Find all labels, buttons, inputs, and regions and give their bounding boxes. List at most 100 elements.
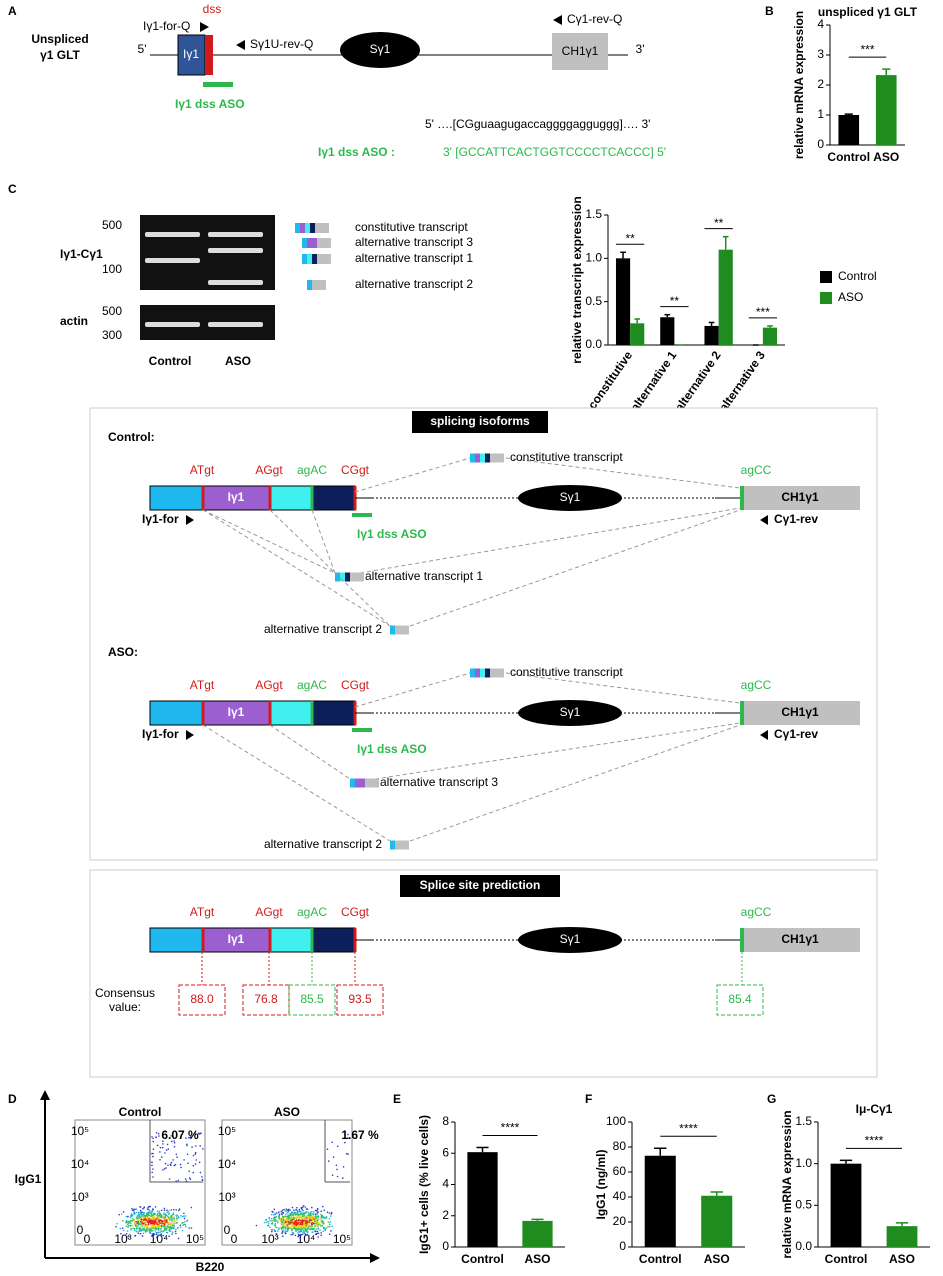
cell-dot — [299, 1231, 301, 1233]
cell-dot — [326, 1211, 329, 1213]
label: Sγ1 — [560, 705, 581, 719]
transcript-icon — [312, 280, 326, 290]
cell-dot — [305, 1219, 308, 1222]
cell-dot — [163, 1219, 166, 1222]
cell-dot — [171, 1226, 173, 1229]
cell-dot — [281, 1213, 283, 1216]
cell-dot — [156, 1231, 158, 1234]
cell-dot — [163, 1227, 166, 1230]
cell-dot — [199, 1171, 202, 1174]
transcript-icon — [475, 668, 480, 678]
cell-dot — [159, 1159, 161, 1161]
significance: *** — [756, 305, 770, 319]
cell-dot — [159, 1231, 161, 1233]
cell-dot — [160, 1228, 162, 1230]
cell-dot — [297, 1216, 299, 1219]
cell-dot — [287, 1211, 289, 1214]
cell-dot — [173, 1217, 175, 1220]
y-tick-label: 1.5 — [585, 207, 602, 221]
flow-tick: 0 — [224, 1223, 231, 1237]
transcript-icon — [312, 238, 317, 248]
y-axis-title: IgG1+ cells (% live cells) — [417, 1115, 431, 1254]
cell-dot — [176, 1219, 178, 1221]
cell-dot — [121, 1227, 124, 1229]
cell-dot — [278, 1227, 280, 1229]
cell-dot — [278, 1211, 280, 1213]
cell-dot — [296, 1211, 299, 1214]
splice-site — [740, 701, 744, 725]
cell-dot — [172, 1227, 175, 1230]
cell-dot — [129, 1222, 131, 1224]
cell-dot — [133, 1211, 136, 1213]
cell-dot — [165, 1231, 168, 1234]
cell-dot — [294, 1234, 297, 1237]
cell-dot — [308, 1221, 311, 1223]
cell-dot — [291, 1221, 293, 1224]
cell-dot — [154, 1206, 157, 1208]
cell-dot — [146, 1218, 149, 1221]
transcript-icon — [490, 668, 504, 678]
site-label: agAC — [297, 678, 327, 692]
cell-dot — [136, 1230, 138, 1233]
cell-dot — [290, 1212, 293, 1215]
gel-band — [145, 258, 200, 263]
axis-arrow — [370, 1253, 380, 1263]
cell-dot — [133, 1220, 135, 1222]
cell-dot — [311, 1217, 314, 1220]
primer-arrow — [186, 730, 194, 740]
cell-dot — [295, 1220, 298, 1222]
cell-dot — [322, 1230, 324, 1233]
cell-dot — [139, 1229, 142, 1232]
cell-dot — [156, 1210, 159, 1212]
cell-dot — [316, 1222, 319, 1225]
cell-dot — [190, 1227, 193, 1229]
gel-band — [208, 280, 263, 285]
label: Splice site prediction — [420, 878, 541, 892]
label: alternative transcript 2 — [355, 277, 473, 291]
consensus-value: 93.5 — [348, 992, 372, 1006]
cell-dot — [167, 1218, 169, 1220]
transcript-icon — [310, 223, 315, 233]
cell-dot — [152, 1176, 154, 1178]
cell-dot — [146, 1225, 148, 1228]
cell-dot — [296, 1218, 299, 1221]
cell-dot — [289, 1209, 291, 1211]
cell-dot — [328, 1212, 331, 1214]
cell-dot — [126, 1230, 129, 1232]
cell-dot — [195, 1145, 197, 1147]
cell-dot — [139, 1212, 141, 1214]
cell-dot — [281, 1220, 283, 1223]
consensus-value: 85.4 — [728, 992, 752, 1006]
cell-dot — [153, 1226, 155, 1228]
cell-dot — [134, 1212, 136, 1215]
cell-dot — [185, 1225, 187, 1228]
cell-dot — [308, 1224, 310, 1226]
cell-dot — [184, 1178, 187, 1180]
cell-dot — [161, 1156, 163, 1158]
cell-dot — [183, 1212, 185, 1215]
cell-dot — [336, 1168, 338, 1171]
cell-dot — [165, 1167, 167, 1169]
cell-dot — [281, 1211, 284, 1214]
cell-dot — [158, 1135, 160, 1137]
label: dss — [203, 2, 222, 16]
cell-dot — [327, 1226, 329, 1228]
switch-region — [340, 32, 420, 68]
cell-dot — [151, 1171, 153, 1174]
cell-dot — [302, 1220, 305, 1222]
transcript-icon — [317, 254, 331, 264]
cell-dot — [316, 1230, 319, 1233]
label: Sγ1 — [560, 490, 581, 504]
connector — [505, 672, 741, 704]
cell-dot — [125, 1225, 128, 1227]
cell-dot — [277, 1219, 279, 1222]
cell-dot — [165, 1219, 168, 1221]
splice-site — [310, 928, 314, 952]
transcript-icon — [307, 254, 312, 264]
cell-dot — [281, 1229, 283, 1231]
cell-dot — [308, 1228, 311, 1230]
cell-dot — [180, 1166, 182, 1169]
construct-label: γ1 GLT — [40, 48, 80, 62]
x-tick-label: ASO — [873, 150, 899, 164]
